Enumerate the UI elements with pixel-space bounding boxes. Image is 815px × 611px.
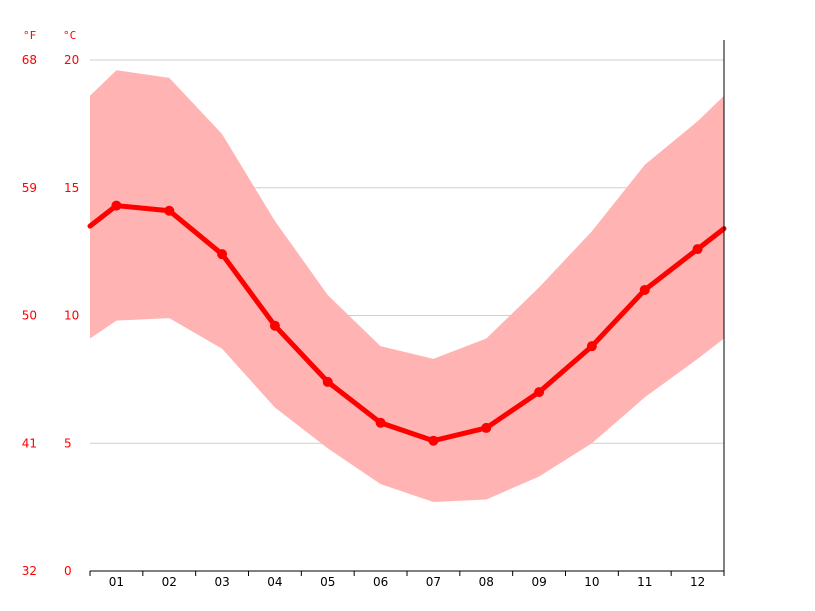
mean-point-02	[164, 205, 175, 216]
unit-label-f: °F	[23, 29, 36, 42]
x-tick-label-06: 06	[373, 575, 388, 589]
y-tick-label-c: 0	[64, 564, 72, 578]
x-tick-label-04: 04	[267, 575, 282, 589]
mean-point-04	[269, 320, 280, 331]
mean-point-08	[481, 422, 492, 433]
mean-point-11	[639, 284, 650, 295]
x-tick-label-02: 02	[162, 575, 177, 589]
mean-point-03	[217, 249, 228, 260]
x-tick-label-12: 12	[690, 575, 705, 589]
y-tick-label-f: 68	[22, 53, 37, 67]
mean-point-12	[692, 244, 703, 255]
mean-point-10	[586, 341, 597, 352]
y-tick-label-f: 50	[22, 309, 37, 323]
x-tick-label-03: 03	[214, 575, 229, 589]
x-tick-label-10: 10	[584, 575, 599, 589]
y-tick-label-c: 10	[64, 309, 79, 323]
temperature-range-band	[90, 70, 724, 502]
mean-point-01	[111, 200, 122, 211]
y-tick-label-c: 15	[64, 181, 79, 195]
mean-temperature-line	[87, 203, 727, 444]
y-tick-label-c: 5	[64, 436, 72, 450]
y-tick-label-f: 59	[22, 181, 37, 195]
x-tick-label-09: 09	[531, 575, 546, 589]
x-tick-label-11: 11	[637, 575, 652, 589]
y-tick-label-f: 41	[22, 436, 37, 450]
mean-point-06	[375, 417, 386, 428]
x-tick-label-05: 05	[320, 575, 335, 589]
unit-label-c: °C	[63, 29, 76, 42]
mean-point-09	[534, 387, 545, 398]
x-tick-label-07: 07	[426, 575, 441, 589]
x-tick-label-08: 08	[479, 575, 494, 589]
mean-point-05	[322, 376, 333, 387]
y-tick-label-f: 32	[22, 564, 37, 578]
y-tick-label-c: 20	[64, 53, 79, 67]
mean-point-07	[428, 435, 439, 446]
x-tick-label-01: 01	[109, 575, 124, 589]
